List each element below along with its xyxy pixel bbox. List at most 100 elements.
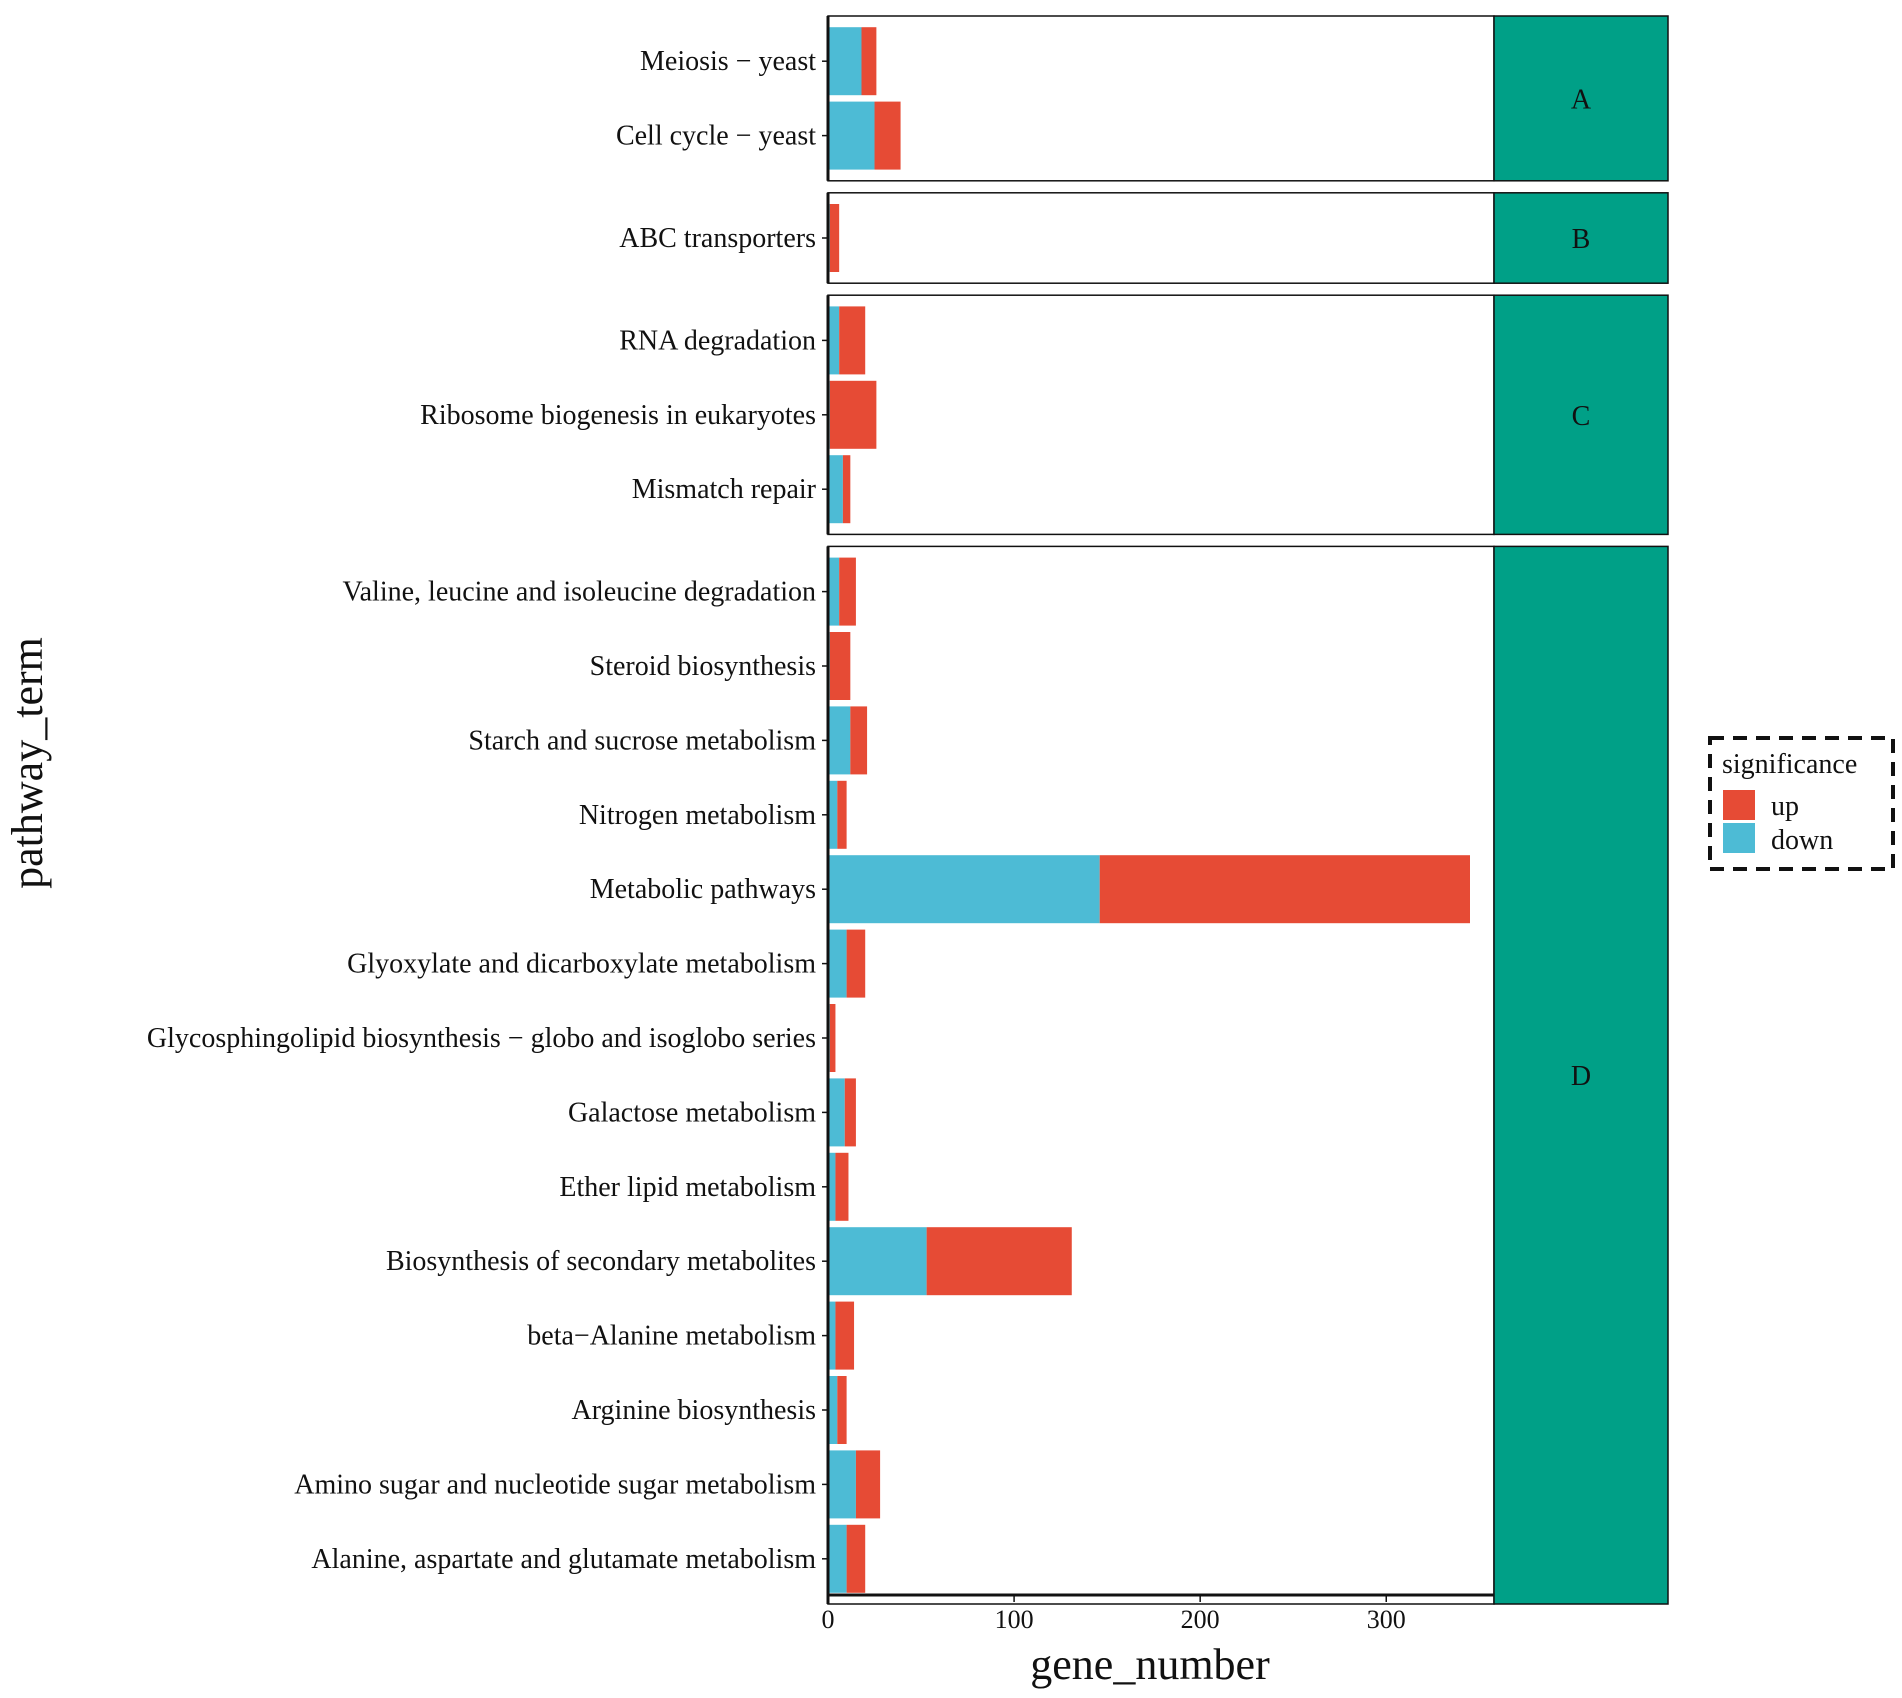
facet-strip-label: A [1571, 84, 1592, 115]
y-tick-label: Glycosphingolipid biosynthesis − globo a… [147, 1023, 816, 1054]
x-tick-label: 0 [822, 1605, 835, 1634]
pathway-row-nitrogen-metabolism: Nitrogen metabolism [579, 780, 847, 849]
bar-down [828, 706, 851, 775]
x-axis-title: gene_number [1030, 1640, 1270, 1689]
y-tick-label: Amino sugar and nucleotide sugar metabol… [294, 1469, 816, 1500]
y-tick-label: beta−Alanine metabolism [527, 1321, 816, 1352]
bar-up [844, 1078, 856, 1147]
pathway-row-steroid-biosynthesis: Steroid biosynthesis [590, 632, 851, 700]
facet-strip [1493, 15, 1669, 182]
pathway-row-glycosphingolipid-biosynthesis-globo-and-isoglobo-series: Glycosphingolipid biosynthesis − globo a… [147, 1004, 836, 1072]
y-tick-label: Steroid biosynthesis [590, 651, 816, 682]
facet-strip [1493, 545, 1669, 1605]
y-tick-label: Ether lipid metabolism [559, 1172, 816, 1203]
bar-up [839, 557, 856, 626]
bar-down [828, 27, 862, 96]
bar-down [828, 455, 843, 524]
pathway-row-valine-leucine-and-isoleucine-degradation: Valine, leucine and isoleucine degradati… [343, 557, 856, 626]
bar-up [829, 1004, 836, 1072]
bar-down [828, 101, 875, 170]
y-tick-label: Alanine, aspartate and glutamate metabol… [311, 1544, 816, 1575]
pathway-row-metabolic-pathways: Metabolic pathways [590, 855, 1470, 924]
bar-up [861, 27, 877, 96]
panel-d: D Valine, leucine and isoleucine degradat… [147, 545, 1669, 1605]
y-tick-label: Starch and sucrose metabolism [468, 725, 816, 756]
y-tick-label: RNA degradation [619, 325, 816, 356]
y-tick-label: ABC transporters [619, 223, 816, 254]
bar-down [828, 557, 840, 626]
bar-up [835, 1301, 855, 1370]
pathway-row-cell-cycle-yeast: Cell cycle − yeast [616, 101, 901, 170]
bar-down [828, 1301, 836, 1370]
pathway-row-mismatch-repair: Mismatch repair [632, 455, 851, 524]
x-tick-label: 300 [1367, 1605, 1406, 1634]
legend-title: significance [1722, 749, 1857, 780]
bar-down [828, 929, 847, 998]
bar-up [926, 1227, 1072, 1296]
pathway-row-meiosis-yeast: Meiosis − yeast [640, 27, 877, 96]
pathway-row-glyoxylate-and-dicarboxylate-metabolism: Glyoxylate and dicarboxylate metabolism [347, 929, 866, 998]
facet-strip-label: C [1572, 401, 1591, 432]
y-tick-label: Valine, leucine and isoleucine degradati… [343, 577, 816, 608]
facet-strip [1493, 192, 1669, 284]
bar-down [828, 1376, 838, 1444]
legend-frame [1708, 736, 1895, 871]
y-tick-label: Metabolic pathways [590, 874, 816, 905]
y-tick-label: Biosynthesis of secondary metabolites [386, 1246, 816, 1277]
bar-up [829, 632, 851, 700]
y-tick-label: Arginine biosynthesis [572, 1395, 816, 1426]
pathway-row-arginine-biosynthesis: Arginine biosynthesis [572, 1376, 847, 1444]
bar-down [828, 1227, 927, 1296]
x-tick-label: 100 [995, 1605, 1034, 1634]
panel-a: A Meiosis − yeast Cell cycle − yeast [616, 15, 1669, 182]
bar-down [828, 1450, 856, 1519]
y-axis-title: pathway_term [3, 637, 52, 889]
legend-label-down: down [1771, 825, 1833, 856]
pathway-row-rna-degradation: RNA degradation [619, 306, 866, 375]
bar-up [835, 1152, 849, 1221]
bar-down [828, 306, 840, 375]
y-tick-label: Glyoxylate and dicarboxylate metabolism [347, 949, 816, 980]
bar-up [846, 929, 866, 998]
bar-down [828, 855, 1100, 924]
panel-frame [827, 192, 1495, 284]
pathway-row-ribosome-biogenesis-in-eukaryotes: Ribosome biogenesis in eukaryotes [420, 380, 877, 449]
facet-panels: A Meiosis − yeast Cell cycle − yeast B ABC t… [147, 15, 1669, 1605]
bar-up [837, 780, 847, 849]
pathway-row-ether-lipid-metabolism: Ether lipid metabolism [559, 1152, 849, 1221]
bar-up [839, 306, 866, 375]
bar-up [829, 380, 877, 449]
facet-strip-label: B [1572, 224, 1591, 255]
legend-swatch-down [1723, 823, 1755, 853]
bar-up [850, 706, 868, 775]
bar-up [837, 1376, 847, 1444]
facet-strip [1493, 294, 1669, 536]
bar-down [828, 1078, 845, 1147]
bar-up [846, 1524, 866, 1593]
pathway-row-biosynthesis-of-secondary-metabolites: Biosynthesis of secondary metabolites [386, 1227, 1072, 1296]
bar-up [829, 204, 840, 272]
y-tick-label: Nitrogen metabolism [579, 800, 816, 831]
bar-up [874, 101, 901, 170]
panel-b: B ABC transporters [619, 192, 1669, 284]
y-tick-label: Ribosome biogenesis in eukaryotes [420, 400, 816, 431]
bar-down [828, 780, 838, 849]
legend: significance up down [1708, 736, 1895, 871]
legend-label-up: up [1771, 791, 1799, 822]
pathway-row-beta-alanine-metabolism: beta−Alanine metabolism [527, 1301, 855, 1370]
pathway-row-amino-sugar-and-nucleotide-sugar-metabolism: Amino sugar and nucleotide sugar metabol… [294, 1450, 881, 1519]
pathway-row-abc-transporters: ABC transporters [619, 204, 840, 272]
panel-frame [827, 294, 1495, 536]
pathway-row-alanine-aspartate-and-glutamate-metabolism: Alanine, aspartate and glutamate metabol… [311, 1524, 866, 1593]
y-tick-label: Meiosis − yeast [640, 46, 816, 77]
pathway-row-galactose-metabolism: Galactose metabolism [568, 1078, 856, 1147]
y-tick-label: Mismatch repair [632, 474, 817, 505]
y-tick-label: Cell cycle − yeast [616, 121, 816, 152]
legend-swatch-up [1723, 790, 1755, 820]
bar-down [828, 1524, 847, 1593]
panel-frame [827, 15, 1495, 182]
facet-strip-label: D [1571, 1061, 1591, 1092]
y-tick-label: Galactose metabolism [568, 1097, 816, 1128]
x-tick-label: 200 [1181, 1605, 1220, 1634]
